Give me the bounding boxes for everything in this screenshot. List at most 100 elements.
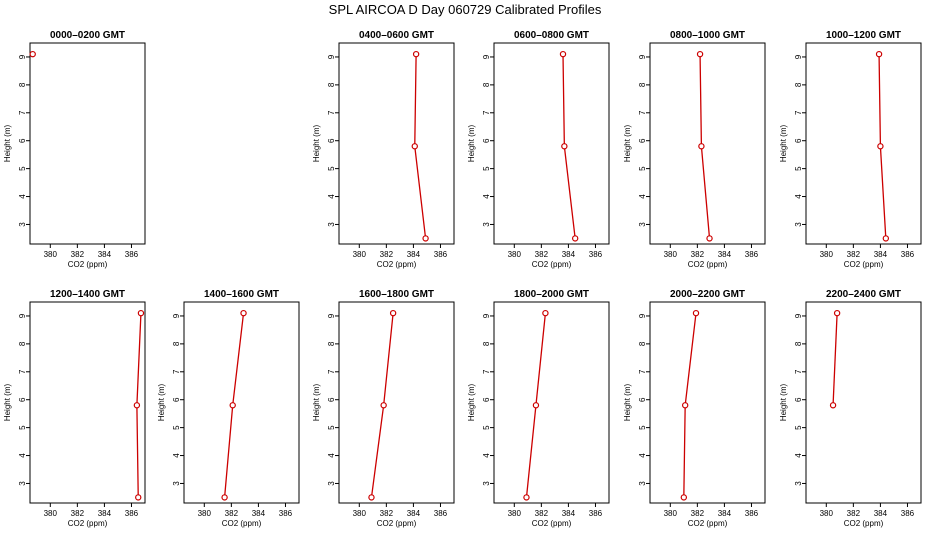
data-point — [135, 494, 142, 501]
y-tick-label: 6 — [794, 138, 803, 143]
y-tick-label: 9 — [638, 313, 647, 318]
x-axis-label: CO2 (ppm) — [844, 519, 884, 528]
y-tick-label: 4 — [638, 194, 647, 199]
y-axis-label: Height (m) — [623, 383, 632, 421]
x-tick-label: 384 — [562, 509, 576, 518]
y-axis-label: Height (m) — [467, 124, 476, 162]
plot-frame — [338, 301, 455, 504]
plot-frame — [183, 301, 300, 504]
x-axis-label: CO2 (ppm) — [532, 519, 572, 528]
y-axis-label: Height (m) — [467, 383, 476, 421]
x-tick-label: 380 — [664, 509, 678, 518]
x-tick-label: 382 — [380, 509, 394, 518]
panel-2: 0400–0600 GMT 380 382 384 386 3 4 5 6 7 8 9 CO2 (ppm… — [312, 30, 455, 269]
data-point — [680, 494, 688, 501]
plot-frame — [493, 42, 610, 245]
panel-9: 1800–2000 GMT 380 382 384 386 3 4 5 6 7 8 9 CO2 (ppm… — [467, 289, 610, 528]
x-tick-label: 384 — [407, 509, 421, 518]
data-point — [137, 309, 145, 317]
data-point — [559, 50, 567, 58]
data-point — [221, 494, 228, 501]
x-tick-label: 380 — [820, 250, 834, 259]
panel-title: 2200–2400 GMT — [826, 289, 901, 300]
x-tick-label: 382 — [847, 250, 861, 259]
panel-title: 0800–1000 GMT — [670, 30, 745, 41]
y-tick-label: 5 — [18, 166, 27, 171]
panel-10: 2000–2200 GMT 380 382 384 386 3 4 5 6 7 8 9 CO2 (ppm… — [623, 289, 766, 528]
y-tick-label: 7 — [18, 369, 27, 374]
x-tick-label: 386 — [434, 509, 448, 518]
y-tick-label: 5 — [172, 425, 181, 430]
y-tick-label: 4 — [18, 453, 27, 458]
x-axis-label: CO2 (ppm) — [532, 260, 572, 269]
y-tick-label: 7 — [327, 110, 336, 115]
x-tick-label: 386 — [125, 250, 139, 259]
x-tick-label: 386 — [745, 509, 759, 518]
y-axis-label: Height (m) — [623, 124, 632, 162]
panel-6: 1200–1400 GMT 380 382 384 386 3 4 5 6 7 8 9 CO2 (ppm… — [3, 289, 146, 528]
y-axis-label: Height (m) — [312, 124, 321, 162]
y-tick-label: 8 — [18, 82, 27, 87]
y-tick-label: 8 — [794, 82, 803, 87]
x-tick-label: 384 — [562, 250, 576, 259]
data-point — [29, 50, 36, 58]
data-point — [571, 235, 579, 242]
x-tick-label: 382 — [691, 509, 705, 518]
y-tick-label: 9 — [172, 313, 181, 318]
x-tick-label: 380 — [508, 250, 522, 259]
x-tick-label: 380 — [353, 250, 367, 259]
y-tick-label: 8 — [482, 341, 491, 346]
x-tick-label: 382 — [535, 250, 549, 259]
x-tick-label: 382 — [847, 509, 861, 518]
plot-frame — [805, 301, 922, 504]
y-tick-label: 5 — [482, 166, 491, 171]
x-tick-label: 380 — [664, 250, 678, 259]
y-tick-label: 9 — [327, 313, 336, 318]
x-tick-label: 386 — [745, 250, 759, 259]
y-tick-label: 9 — [327, 54, 336, 59]
y-tick-label: 3 — [327, 481, 336, 486]
x-tick-label: 382 — [380, 250, 394, 259]
y-tick-label: 4 — [794, 453, 803, 458]
x-tick-label: 382 — [225, 509, 239, 518]
data-point — [829, 402, 837, 409]
plot-frame — [805, 42, 922, 245]
data-point — [523, 494, 530, 501]
y-tick-label: 7 — [327, 369, 336, 374]
y-tick-label: 6 — [172, 397, 181, 402]
y-tick-label: 6 — [327, 138, 336, 143]
x-axis-label: CO2 (ppm) — [377, 260, 417, 269]
y-tick-label: 5 — [638, 425, 647, 430]
y-tick-label: 3 — [794, 222, 803, 227]
y-axis-label: Height (m) — [312, 383, 321, 421]
y-tick-label: 3 — [172, 481, 181, 486]
y-tick-label: 9 — [18, 54, 27, 59]
x-tick-label: 384 — [874, 509, 888, 518]
figure-title: SPL AIRCOA D Day 060729 Calibrated Profi… — [329, 2, 602, 17]
data-point — [229, 402, 236, 409]
x-tick-label: 380 — [198, 509, 212, 518]
plot-frame — [338, 42, 455, 245]
data-point — [380, 402, 387, 409]
x-tick-label: 380 — [44, 250, 58, 259]
y-tick-label: 9 — [794, 313, 803, 318]
x-axis-label: CO2 (ppm) — [68, 519, 108, 528]
y-tick-label: 5 — [794, 166, 803, 171]
panel-title: 2000–2200 GMT — [670, 289, 745, 300]
x-tick-label: 386 — [901, 509, 915, 518]
data-point — [833, 309, 841, 317]
y-tick-label: 9 — [482, 54, 491, 59]
panel-title: 0400–0600 GMT — [359, 30, 434, 41]
y-tick-label: 6 — [327, 397, 336, 402]
x-tick-label: 386 — [589, 509, 603, 518]
y-tick-label: 9 — [18, 313, 27, 318]
panel-title: 0000–0200 GMT — [50, 30, 125, 41]
plot-frame — [649, 42, 766, 245]
y-tick-label: 8 — [638, 341, 647, 346]
y-tick-label: 8 — [482, 82, 491, 87]
y-tick-label: 4 — [794, 194, 803, 199]
data-point — [389, 309, 397, 317]
y-tick-label: 5 — [482, 425, 491, 430]
